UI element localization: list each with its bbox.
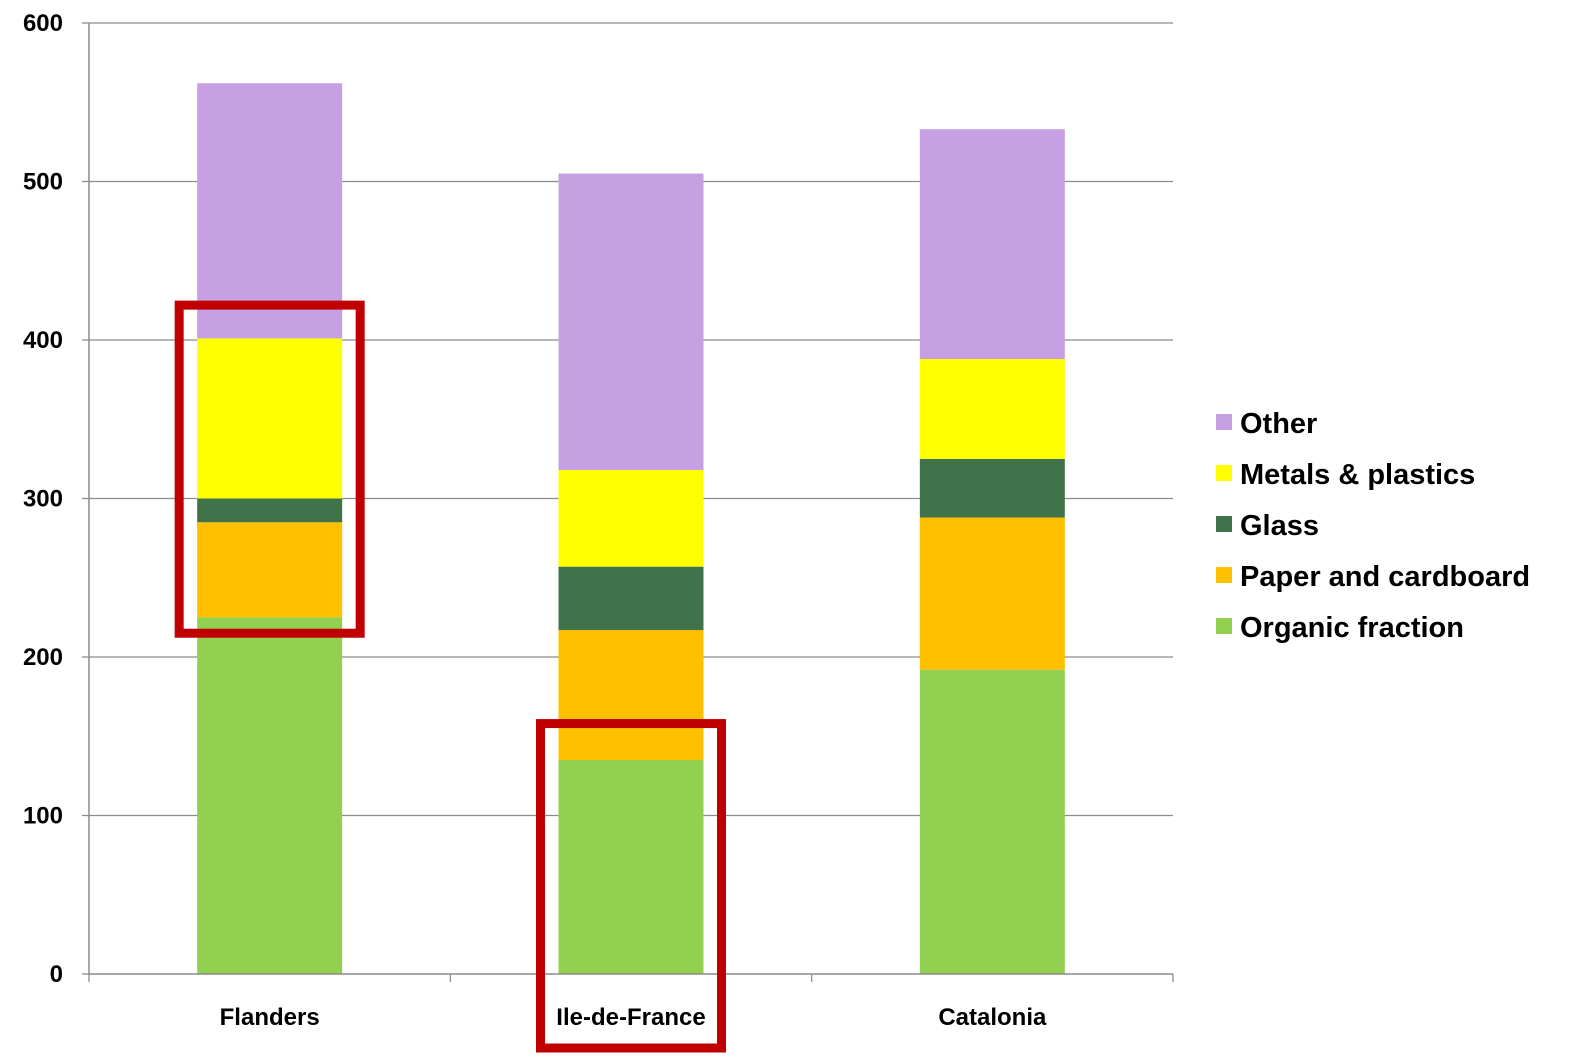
bar-segment: [558, 469, 704, 567]
highlight-boxes: [174, 300, 726, 1053]
legend-label: Organic fraction: [1240, 612, 1464, 644]
legend: Other Metals & plastics Glass Paper and car…: [1216, 408, 1530, 644]
bar-segment: [197, 617, 343, 974]
y-tick-label: 500: [23, 169, 63, 196]
x-tick-label: Flanders: [220, 1004, 320, 1031]
bar-segment: [558, 566, 704, 631]
bar-segment: [558, 760, 704, 974]
legend-swatch: [1216, 414, 1232, 430]
bar-segment: [558, 630, 704, 761]
legend-label: Other: [1240, 408, 1317, 440]
x-tick-label: Catalonia: [938, 1004, 1047, 1031]
legend-swatch: [1216, 567, 1232, 583]
y-tick-label: 200: [23, 644, 63, 671]
bars: [197, 83, 1065, 974]
legend-swatch: [1216, 618, 1232, 634]
legend-label: Paper and cardboard: [1240, 561, 1530, 593]
bar-segment: [919, 359, 1065, 459]
x-tick-label: Ile-de-France: [556, 1004, 705, 1031]
y-tick-label: 400: [23, 327, 63, 354]
bar-segment: [919, 517, 1065, 670]
bar-segment: [558, 173, 704, 470]
bar-segment: [919, 458, 1065, 518]
bar-segment: [197, 498, 343, 523]
y-tick-label: 0: [50, 961, 63, 988]
legend-swatch: [1216, 465, 1232, 481]
highlight-box: [536, 719, 726, 1053]
bar-segment: [919, 669, 1065, 974]
bar-segment: [197, 338, 343, 499]
y-tick-label: 100: [23, 803, 63, 830]
bar-segment: [919, 129, 1065, 360]
bar-segment: [197, 522, 343, 618]
highlight-box: [174, 300, 365, 638]
y-tick-label: 600: [23, 10, 63, 37]
legend-label: Glass: [1240, 510, 1319, 542]
bar-segment: [197, 83, 343, 339]
legend-swatch: [1216, 516, 1232, 532]
legend-label: Metals & plastics: [1240, 459, 1475, 491]
y-tick-label: 300: [23, 486, 63, 513]
axes: 0 100 200 300 400 500 600 Flanders Ile-de-France…: [23, 10, 1174, 1031]
